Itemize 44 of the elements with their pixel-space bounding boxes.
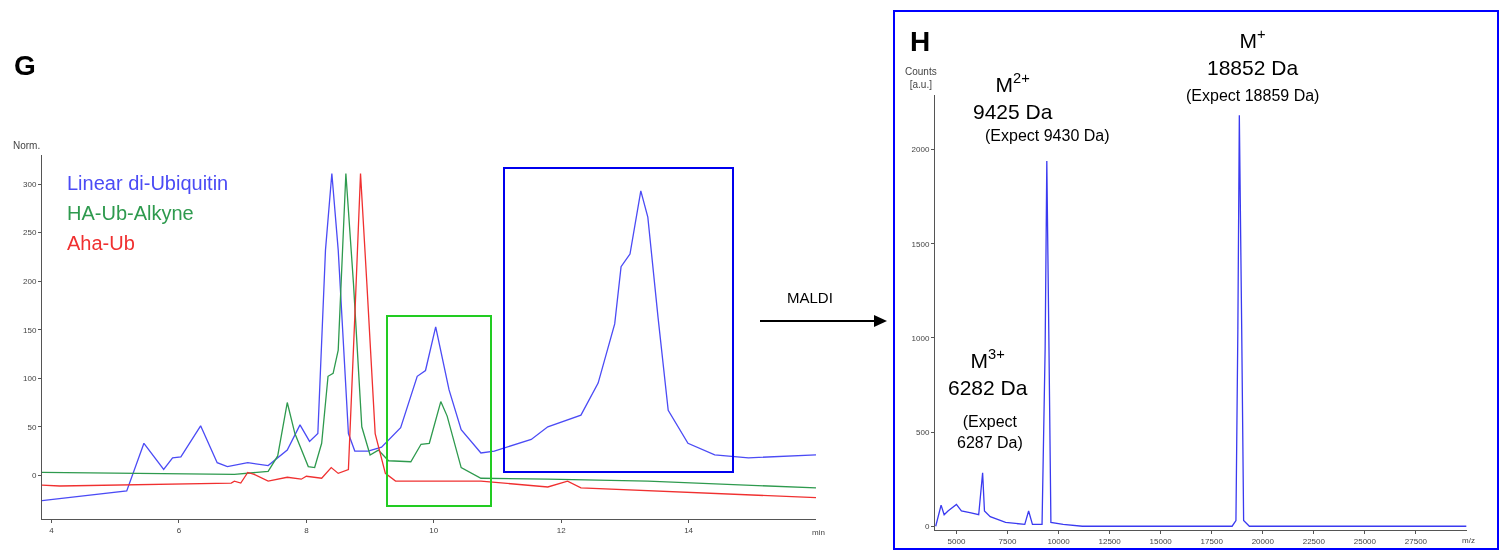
y-tick-label: 250 — [23, 228, 37, 238]
x-tick-label: 15000 — [1149, 536, 1173, 546]
annotation: M$^{2+}$ 9425 Da — [973, 70, 1053, 124]
x-tick-label: 10000 — [1047, 536, 1071, 546]
annotation: MALDI — [787, 289, 833, 306]
x-tick-label: 22500 — [1302, 536, 1326, 546]
chart-title: H — [910, 26, 931, 57]
x-tick-label: 6 — [176, 525, 182, 535]
annotation: (Expect 18859 Da) — [1186, 87, 1320, 104]
x-tick-label: 25000 — [1353, 536, 1377, 546]
x-tick-label: 7500 — [998, 536, 1017, 546]
x-tick-label: 14 — [684, 525, 694, 535]
y-tick-label: 1000 — [911, 333, 930, 343]
text: Linear di-Ubiquitin — [67, 172, 229, 194]
x-tick-label: 12 — [556, 525, 567, 535]
x-tick-label: 27500 — [1404, 536, 1428, 546]
text: M$^{+}$ 18852 Da — [1207, 26, 1299, 80]
y-tick-label: 300 — [23, 179, 37, 189]
x-tick-label: 10 — [429, 525, 439, 535]
x-tick-label: 5000 — [947, 536, 966, 546]
x-axis-title: m/z — [1462, 536, 1475, 545]
annotation: (Expect 9430 Da) — [985, 127, 1110, 144]
y-tick-label: 1500 — [911, 239, 930, 249]
x-tick-label: 4 — [49, 525, 55, 535]
y-tick-label: 0 — [31, 471, 37, 481]
text: HA-Ub-Alkyne — [67, 202, 194, 224]
y-axis-title: Counts [a.u.] — [905, 66, 937, 90]
y-tick-label: 200 — [23, 276, 37, 286]
y-tick-label: 0 — [924, 522, 930, 532]
x-tick-label: 17500 — [1200, 536, 1224, 546]
y-tick-label: 2000 — [911, 145, 930, 155]
chart-title: G — [14, 50, 36, 81]
x-tick-label: 8 — [304, 525, 310, 535]
x-tick-label: 20000 — [1251, 536, 1275, 546]
y-axis-title: Norm. — [13, 140, 41, 151]
y-tick-label: 50 — [27, 422, 37, 432]
annotation: M$^{3+}$ 6282 Da — [948, 346, 1028, 400]
y-tick-label: 100 — [23, 374, 37, 384]
x-tick-label: 12500 — [1098, 536, 1122, 546]
y-tick-label: 150 — [23, 325, 37, 335]
annotation: (Expect 6287 Da) — [957, 413, 1023, 451]
text: Aha-Ub — [67, 232, 135, 254]
x-axis-title: min — [812, 528, 825, 537]
y-tick-label: 500 — [916, 427, 930, 437]
